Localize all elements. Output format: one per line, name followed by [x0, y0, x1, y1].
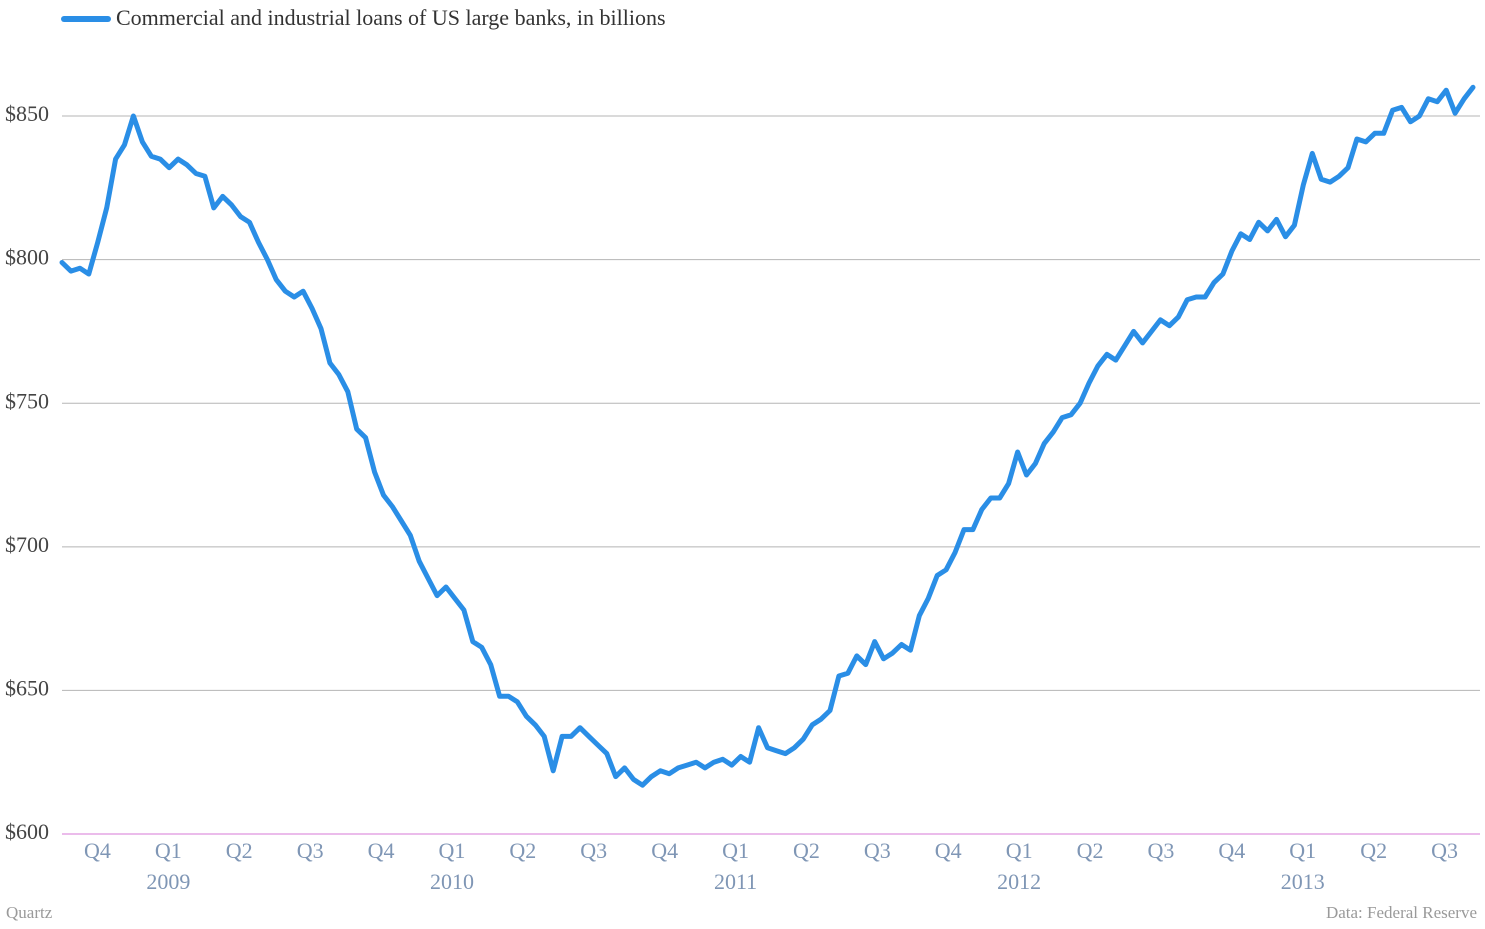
chart-title: Commercial and industrial loans of US la…	[116, 5, 666, 30]
x-tick-label: Q3	[1431, 838, 1458, 863]
x-tick-label: Q4	[935, 838, 962, 863]
x-tick-label: Q2	[1360, 838, 1387, 863]
y-tick-label: $650	[5, 675, 49, 700]
y-tick-label: $850	[5, 101, 49, 126]
x-group-label: 2010	[430, 869, 474, 894]
x-tick-label: Q4	[84, 838, 111, 863]
x-tick-label: Q4	[1218, 838, 1245, 863]
x-tick-label: Q2	[1077, 838, 1104, 863]
y-tick-label: $750	[5, 388, 49, 413]
x-tick-label: Q4	[651, 838, 678, 863]
x-tick-label: Q2	[509, 838, 536, 863]
y-tick-label: $700	[5, 532, 49, 557]
x-group-label: 2011	[714, 869, 757, 894]
source: Data: Federal Reserve	[1326, 903, 1477, 922]
x-group-label: 2012	[997, 869, 1041, 894]
x-group-label: 2013	[1281, 869, 1325, 894]
x-tick-label: Q1	[439, 838, 466, 863]
y-tick-label: $800	[5, 245, 49, 270]
x-tick-label: Q3	[580, 838, 607, 863]
x-group-label: 2009	[146, 869, 190, 894]
x-tick-label: Q1	[155, 838, 182, 863]
x-tick-label: Q1	[1289, 838, 1316, 863]
x-tick-label: Q1	[1006, 838, 1033, 863]
x-tick-label: Q1	[722, 838, 749, 863]
x-tick-label: Q3	[864, 838, 891, 863]
x-tick-label: Q3	[1148, 838, 1175, 863]
data-line	[59, 84, 1476, 788]
x-tick-label: Q4	[368, 838, 395, 863]
x-tick-label: Q2	[793, 838, 820, 863]
x-tick-label: Q2	[226, 838, 253, 863]
y-tick-label: $600	[5, 819, 49, 844]
credit: Quartz	[6, 903, 53, 922]
x-tick-label: Q3	[297, 838, 324, 863]
